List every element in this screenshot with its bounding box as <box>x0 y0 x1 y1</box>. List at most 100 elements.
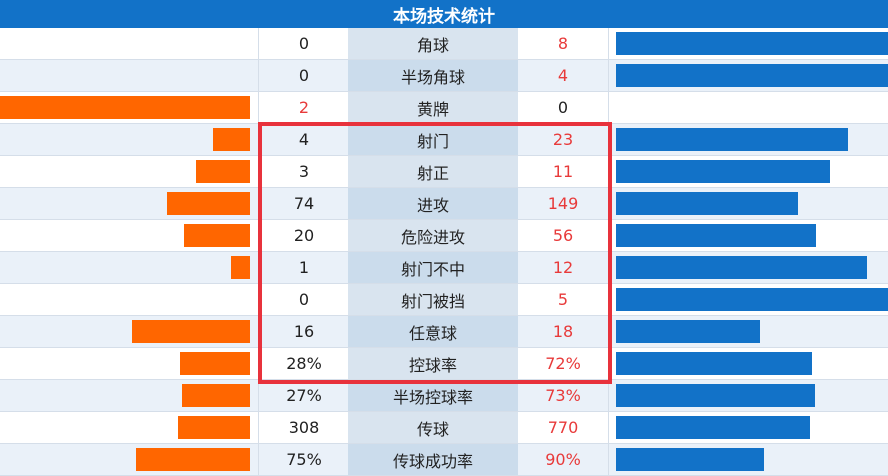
stat-row: 1 射门不中 12 <box>0 252 888 284</box>
away-value: 0 <box>518 92 609 123</box>
away-bar-cell <box>608 156 888 187</box>
stat-row: 308 传球 770 <box>0 412 888 444</box>
home-bar-cell <box>0 380 258 411</box>
home-value: 4 <box>258 124 349 155</box>
away-bar-cell <box>608 92 888 123</box>
away-bar <box>616 256 867 279</box>
stat-name: 任意球 <box>348 316 518 347</box>
stat-row: 16 任意球 18 <box>0 316 888 348</box>
home-bar <box>196 160 250 183</box>
away-bar-cell <box>608 220 888 251</box>
away-bar <box>616 320 760 343</box>
away-bar-cell <box>608 316 888 347</box>
home-bar-cell <box>0 124 258 155</box>
home-value: 0 <box>258 284 349 315</box>
home-bar-cell <box>0 284 258 315</box>
away-bar-cell <box>608 124 888 155</box>
stat-name: 射门被挡 <box>348 284 518 315</box>
home-bar <box>0 96 250 119</box>
home-value: 20 <box>258 220 349 251</box>
away-value: 56 <box>518 220 609 251</box>
home-bar-cell <box>0 92 258 123</box>
home-bar <box>184 224 250 247</box>
away-bar <box>616 416 810 439</box>
away-bar <box>616 288 888 311</box>
away-bar-cell <box>608 412 888 443</box>
home-bar-cell <box>0 444 258 475</box>
home-value: 308 <box>258 412 349 443</box>
away-value: 90% <box>518 444 609 475</box>
stats-header: 本场技术统计 <box>0 0 888 28</box>
home-value: 27% <box>258 380 349 411</box>
home-bar-cell <box>0 156 258 187</box>
away-bar <box>616 352 812 375</box>
home-value: 75% <box>258 444 349 475</box>
home-bar-cell <box>0 220 258 251</box>
stat-row: 75% 传球成功率 90% <box>0 444 888 476</box>
stat-row: 0 角球 8 <box>0 28 888 60</box>
away-bar-cell <box>608 284 888 315</box>
home-bar <box>182 384 250 407</box>
stat-row: 2 黄牌 0 <box>0 92 888 124</box>
home-bar <box>167 192 250 215</box>
away-value: 73% <box>518 380 609 411</box>
away-bar-cell <box>608 348 888 379</box>
stat-row: 27% 半场控球率 73% <box>0 380 888 412</box>
away-value: 4 <box>518 60 609 91</box>
home-value: 16 <box>258 316 349 347</box>
home-value: 2 <box>258 92 349 123</box>
stats-title: 本场技术统计 <box>393 6 495 27</box>
home-bar <box>180 352 250 375</box>
away-value: 18 <box>518 316 609 347</box>
away-bar <box>616 160 830 183</box>
home-bar <box>136 448 250 471</box>
home-value: 1 <box>258 252 349 283</box>
stat-name: 射门 <box>348 124 518 155</box>
stat-row: 74 进攻 149 <box>0 188 888 220</box>
away-value: 770 <box>518 412 609 443</box>
home-bar-cell <box>0 348 258 379</box>
stat-row: 4 射门 23 <box>0 124 888 156</box>
away-bar-cell <box>608 188 888 219</box>
away-bar <box>616 32 888 55</box>
away-value: 12 <box>518 252 609 283</box>
stat-row: 3 射正 11 <box>0 156 888 188</box>
home-value: 0 <box>258 28 349 59</box>
stat-name: 射门不中 <box>348 252 518 283</box>
stat-name: 半场角球 <box>348 60 518 91</box>
away-bar <box>616 128 848 151</box>
away-bar-cell <box>608 28 888 59</box>
away-bar-cell <box>608 380 888 411</box>
stat-name: 进攻 <box>348 188 518 219</box>
stat-row: 28% 控球率 72% <box>0 348 888 380</box>
away-value: 72% <box>518 348 609 379</box>
away-value: 149 <box>518 188 609 219</box>
home-bar <box>231 256 250 279</box>
stat-row: 0 射门被挡 5 <box>0 284 888 316</box>
home-value: 74 <box>258 188 349 219</box>
away-bar-cell <box>608 252 888 283</box>
away-bar-cell <box>608 60 888 91</box>
home-bar-cell <box>0 316 258 347</box>
stat-name: 角球 <box>348 28 518 59</box>
away-bar <box>616 192 798 215</box>
stat-name: 控球率 <box>348 348 518 379</box>
home-value: 3 <box>258 156 349 187</box>
stat-name: 传球 <box>348 412 518 443</box>
stat-row: 0 半场角球 4 <box>0 60 888 92</box>
away-value: 11 <box>518 156 609 187</box>
away-value: 8 <box>518 28 609 59</box>
away-bar <box>616 448 764 471</box>
stat-name: 黄牌 <box>348 92 518 123</box>
home-bar-cell <box>0 28 258 59</box>
home-bar <box>178 416 250 439</box>
home-bar-cell <box>0 60 258 91</box>
away-bar <box>616 224 816 247</box>
home-bar <box>213 128 250 151</box>
away-bar <box>616 384 815 407</box>
stat-row: 20 危险进攻 56 <box>0 220 888 252</box>
away-bar <box>616 64 888 87</box>
home-value: 28% <box>258 348 349 379</box>
stat-name: 射正 <box>348 156 518 187</box>
stat-name: 危险进攻 <box>348 220 518 251</box>
